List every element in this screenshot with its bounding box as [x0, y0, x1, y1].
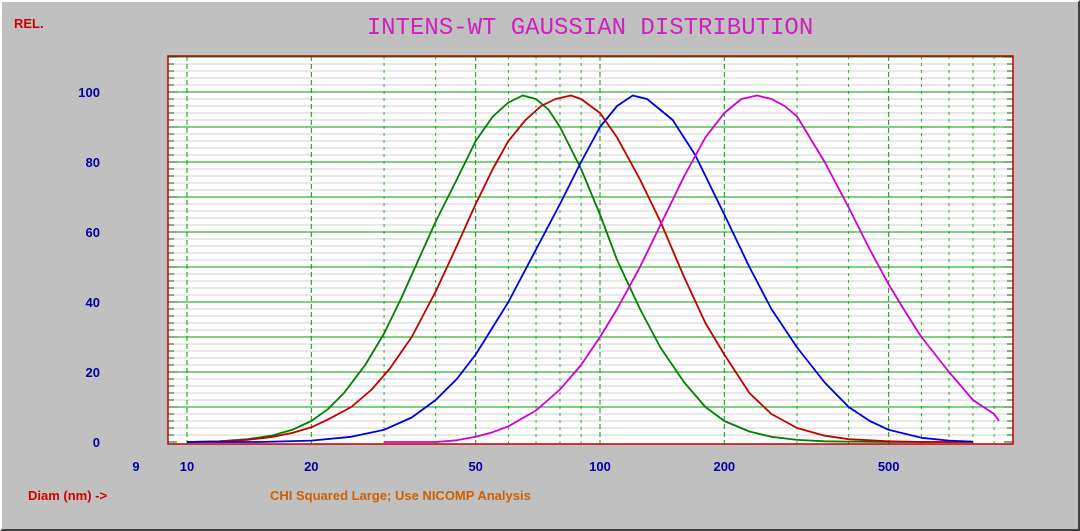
series-line-3: [187, 94, 974, 443]
rel-label: REL.: [14, 16, 44, 31]
series-line-1: [186, 94, 973, 443]
x-axis-label: Diam (nm) ->: [28, 488, 108, 503]
y-tick-label: 40: [86, 295, 100, 310]
series-line-2: [186, 94, 973, 443]
series-line-4: [384, 94, 1000, 443]
status-message: CHI Squared Large; Use NICOMP Analysis: [270, 488, 531, 503]
x-tick-label: 10: [180, 459, 194, 474]
plot-border: [167, 55, 1014, 445]
y-tick-label: 60: [86, 225, 100, 240]
x-tick-label: 500: [878, 459, 900, 474]
y-axis-ticks: 0 20 40 60 80 100: [78, 85, 100, 450]
chart-title: INTENS-WT GAUSSIAN DISTRIBUTION: [367, 15, 813, 42]
y-tick-label: 80: [86, 155, 100, 170]
y-tick-label: 100: [78, 85, 100, 100]
x-tick-label: 100: [589, 459, 611, 474]
series-group: [186, 94, 1000, 443]
x-tick-label: 20: [304, 459, 318, 474]
y-tick-label: 0: [93, 435, 100, 450]
x-axis-ticks: 9 10 20 50 100 200 500: [132, 459, 899, 474]
y-tick-label: 20: [86, 365, 100, 380]
minor-grid: [168, 63, 1013, 436]
x-tick-label: 50: [468, 459, 482, 474]
x-tick-label: 200: [713, 459, 735, 474]
x-tick-label: 9: [132, 459, 139, 474]
